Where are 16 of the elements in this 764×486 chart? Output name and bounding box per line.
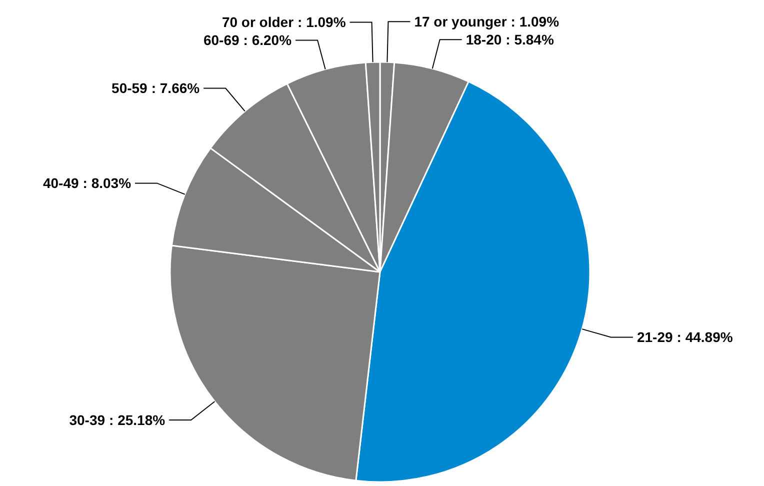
data-label: : 1.09% [510,13,560,30]
slice-label: 21-29 [636,329,673,346]
slice-label: 18-20 [466,31,502,48]
slice-label: 50-59 [112,80,148,96]
slice-label: 70 or older [222,14,294,30]
slice-label: 17 or younger [414,13,508,30]
data-label: : 6.20% [243,32,292,48]
data-label: : 1.09% [298,14,346,30]
data-label: : 5.84% [506,31,554,48]
slice-label: 40-49 [42,175,79,192]
data-label: : 7.66% [151,80,200,96]
slice-label: 30-39 [69,412,106,428]
slice-label: 60-69 [203,32,240,48]
data-label: : 8.03% [82,175,132,192]
data-label: : 44.89% [676,329,734,346]
data-label: : 25.18% [109,412,166,428]
